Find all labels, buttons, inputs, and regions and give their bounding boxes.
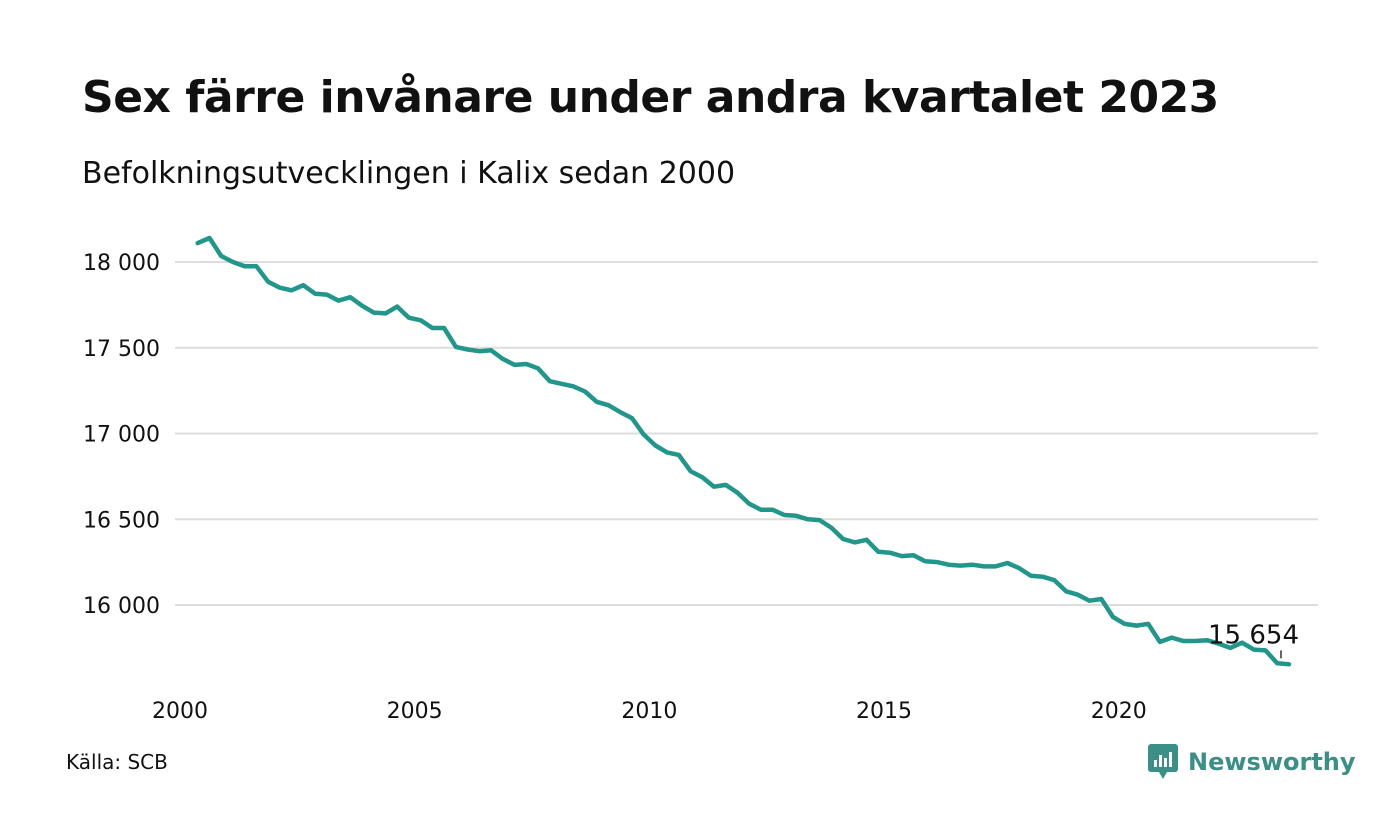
brand-name: Newsworthy (1188, 748, 1356, 776)
y-tick-label: 16 000 (83, 594, 160, 619)
y-axis-ticks: 16 000 16 500 17 000 17 500 18 000 (83, 251, 160, 619)
brand-logo[interactable]: Newsworthy (1148, 744, 1356, 780)
y-tick-label: 17 000 (83, 423, 160, 448)
series-layer (195, 235, 1292, 667)
x-tick-label: 2010 (621, 699, 677, 724)
annotations: 15 654 (1208, 620, 1299, 659)
x-axis-ticks: 2000 2005 2010 2015 2020 (152, 699, 1147, 724)
chart-subtitle: Befolkningsutvecklingen i Kalix sedan 20… (82, 156, 736, 191)
newsworthy-logo-icon (1148, 744, 1178, 779)
y-tick-label: 17 500 (83, 337, 160, 362)
series-line (195, 235, 1292, 667)
gridlines (175, 261, 1318, 606)
y-tick-label: 16 500 (83, 508, 160, 533)
x-tick-label: 2005 (387, 699, 443, 724)
chart-title: Sex färre invånare under andra kvartalet… (82, 72, 1219, 123)
x-tick-label: 2020 (1091, 699, 1147, 724)
source-note: Källa: SCB (66, 750, 168, 774)
annotation-label: 15 654 (1208, 620, 1299, 650)
y-tick-label: 18 000 (83, 251, 160, 276)
x-tick-label: 2015 (856, 699, 912, 724)
x-tick-label: 2000 (152, 699, 208, 724)
